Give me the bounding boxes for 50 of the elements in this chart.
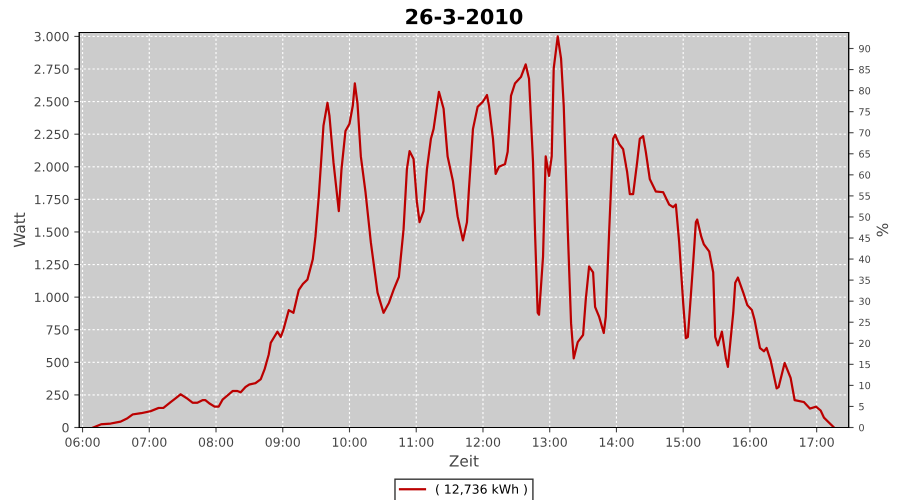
x-tick-label: 06:00 bbox=[65, 437, 100, 447]
y2-tick-label: 0 bbox=[859, 424, 864, 432]
y2-tick-label: 25 bbox=[859, 318, 870, 326]
x-tick-label: 14:00 bbox=[600, 437, 634, 447]
y-tick-label: 2.250 bbox=[34, 130, 69, 140]
x-tick-label: 17:00 bbox=[800, 437, 834, 447]
y-tick-label: 1.000 bbox=[35, 292, 69, 302]
legend-label: ( 12,736 kWh ) bbox=[436, 484, 527, 496]
y-tick-label: 1.750 bbox=[35, 194, 69, 204]
y2-tick-label: 20 bbox=[859, 340, 870, 348]
line-series bbox=[92, 35, 836, 428]
y-tick-label: 1.500 bbox=[35, 227, 69, 237]
y-tick-label: 2.000 bbox=[34, 162, 69, 172]
y2-tick-label: 70 bbox=[859, 129, 870, 137]
y-tick-label: 0 bbox=[62, 422, 69, 432]
x-tick-label: 08:00 bbox=[198, 437, 234, 447]
y-tick-label: 750 bbox=[46, 325, 69, 335]
y2-tick-label: 85 bbox=[859, 66, 870, 74]
y-tick-label: 500 bbox=[46, 358, 69, 368]
x-tick-label: 16:00 bbox=[733, 437, 768, 447]
y2-tick-label: 30 bbox=[859, 298, 870, 305]
x-tick-label: 13:00 bbox=[533, 437, 567, 447]
y2-tick-label: 90 bbox=[859, 44, 870, 52]
y2-tick-label: 5 bbox=[859, 403, 864, 410]
y2-axis-title: % bbox=[876, 224, 888, 236]
y2-tick-label: 15 bbox=[859, 360, 870, 368]
y-tick-label: 3.000 bbox=[34, 32, 69, 42]
y2-tick-label: 10 bbox=[859, 382, 870, 390]
y-tick-label: 2.500 bbox=[34, 97, 69, 107]
x-tick-label: 10:00 bbox=[332, 437, 367, 447]
x-tick-label: 15:00 bbox=[666, 437, 700, 447]
y-tick-label: 1.250 bbox=[35, 260, 69, 270]
y2-tick-label: 50 bbox=[859, 213, 870, 221]
y-tick-label: 2.750 bbox=[34, 64, 69, 74]
y2-tick-label: 65 bbox=[859, 150, 870, 158]
y-tick-label: 250 bbox=[46, 390, 69, 400]
chart-title: 26-3-2010 bbox=[406, 8, 522, 24]
x-tick-label: 12:00 bbox=[466, 437, 500, 447]
x-tick-label: 09:00 bbox=[266, 437, 300, 447]
x-tick-label: 07:00 bbox=[132, 437, 166, 447]
y2-tick-label: 35 bbox=[859, 276, 870, 284]
x-axis-title: Zeit bbox=[450, 454, 479, 467]
x-tick-label: 11:00 bbox=[400, 437, 434, 447]
y2-tick-label: 45 bbox=[858, 234, 870, 242]
y2-tick-label: 75 bbox=[859, 108, 870, 116]
y2-tick-label: 80 bbox=[859, 87, 870, 94]
y2-tick-label: 55 bbox=[859, 192, 870, 200]
y2-tick-label: 40 bbox=[858, 256, 870, 263]
y-axis-title: Watt bbox=[14, 212, 26, 248]
y2-tick-label: 60 bbox=[859, 171, 870, 179]
